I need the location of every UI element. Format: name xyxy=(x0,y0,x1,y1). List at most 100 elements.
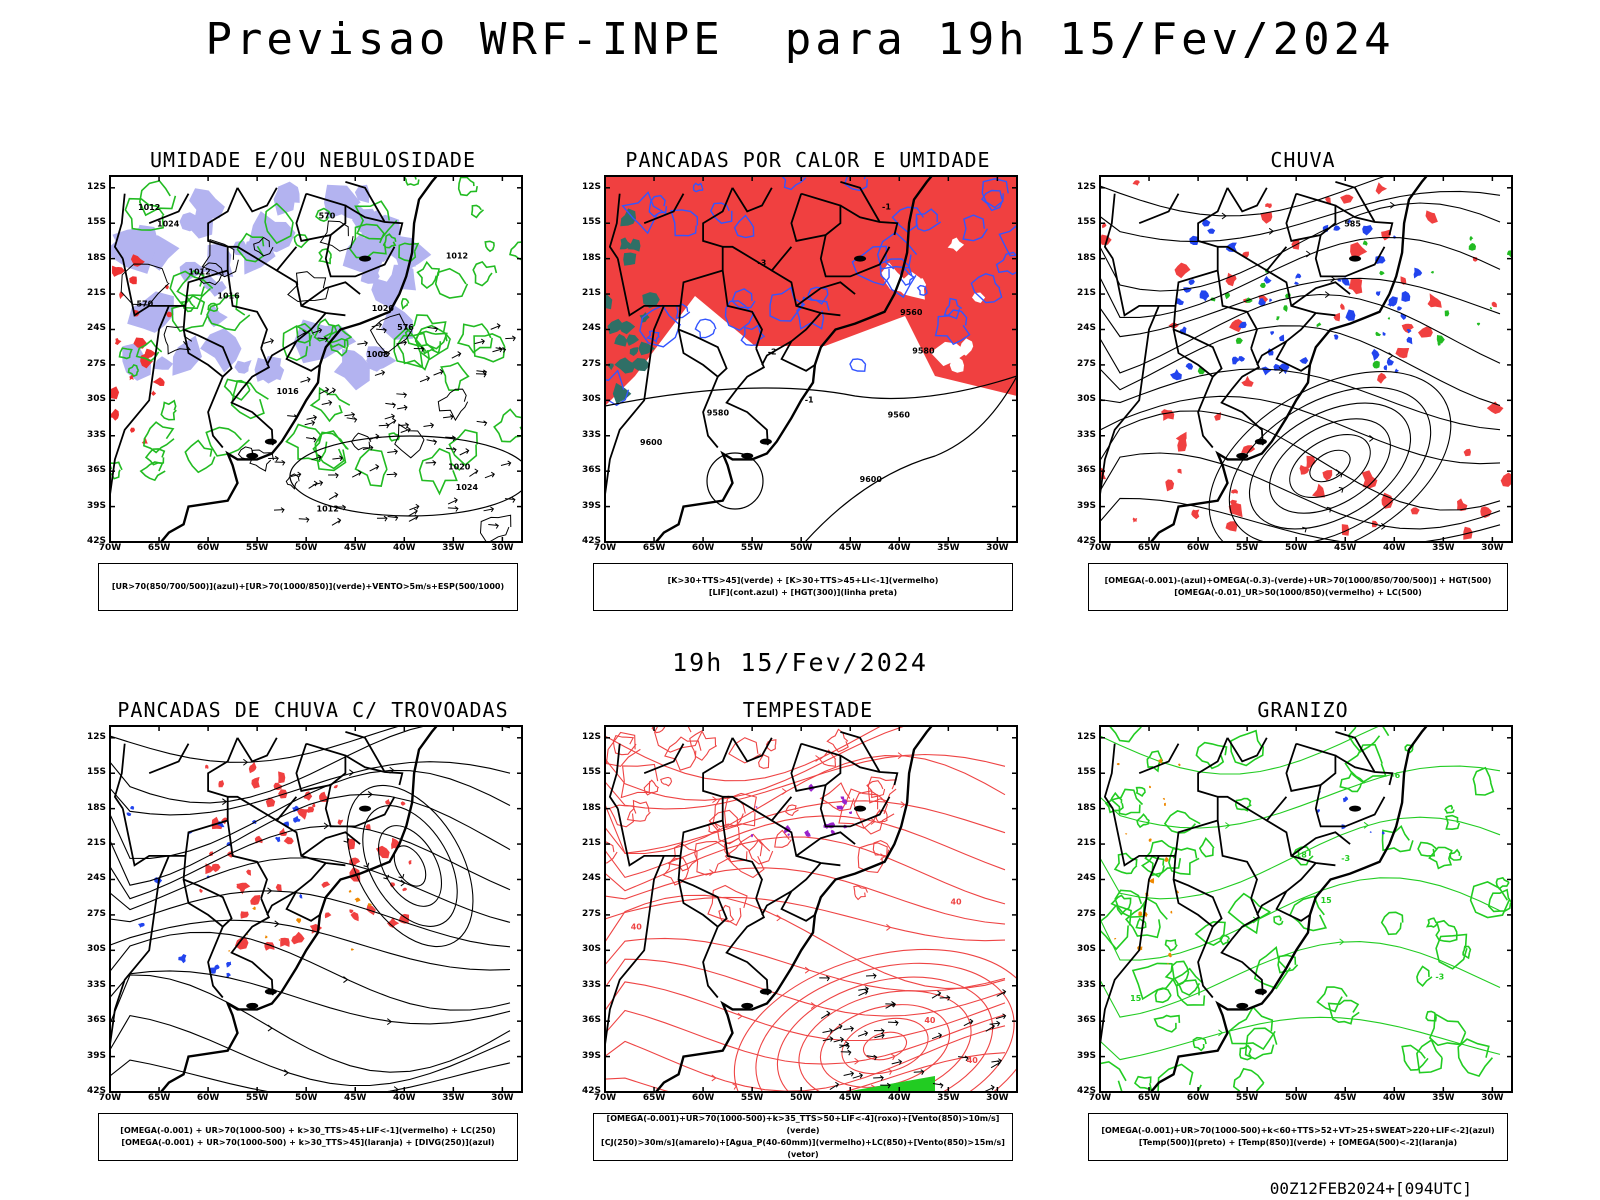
panel-legend: [OMEGA(-0.001)+UR>70(1000-500)+k>35_TTS>… xyxy=(593,1113,1013,1161)
temp850-contour xyxy=(1135,786,1146,797)
clear-area xyxy=(947,237,965,252)
height-streamline xyxy=(1100,236,1501,318)
lat-label: 15S xyxy=(1076,767,1096,778)
lat-label: 33S xyxy=(581,429,601,440)
red-contour-area xyxy=(140,353,153,369)
lon-label: 50W xyxy=(789,543,813,553)
water-contour xyxy=(707,884,748,926)
omega500-area xyxy=(1116,763,1120,766)
wind-vector-head xyxy=(403,339,407,346)
contour-label: 9560 xyxy=(900,308,923,317)
hail-area xyxy=(1317,809,1320,813)
strong-omega-area xyxy=(1436,335,1445,344)
lifted-index-contour xyxy=(694,318,717,339)
border-line xyxy=(605,305,665,495)
wind-vector xyxy=(425,461,436,464)
lon-label: 45W xyxy=(839,543,862,553)
lon-label: 55W xyxy=(1235,543,1259,553)
border-line xyxy=(300,281,361,307)
lat-label: 30S xyxy=(1076,394,1096,405)
lat-label: 18S xyxy=(86,802,106,813)
omega500-area xyxy=(1158,758,1163,764)
omega-area xyxy=(1170,369,1182,381)
lat-label: 42S xyxy=(581,1086,601,1096)
stream-arrow xyxy=(283,1069,290,1077)
wind-vector-head xyxy=(363,340,368,347)
contour-label: 1020 xyxy=(448,462,471,471)
water-contour xyxy=(866,780,886,799)
border-line xyxy=(1275,340,1311,372)
lat-label: 33S xyxy=(1076,429,1096,440)
lon-label: 35W xyxy=(1432,1093,1455,1103)
temp850-contour xyxy=(1401,1044,1429,1071)
wind-vector-head xyxy=(413,508,418,515)
omega500-area xyxy=(1143,912,1148,918)
wind-vector xyxy=(400,428,411,433)
wind-vector-head xyxy=(406,426,411,433)
green-contour xyxy=(176,269,205,297)
lifted-index-contour xyxy=(891,206,924,233)
thunderstorm-area xyxy=(402,887,407,892)
thunderstorm-area xyxy=(376,845,390,859)
thunderstorm-area xyxy=(254,835,263,844)
border-line xyxy=(227,795,278,822)
rain-area xyxy=(1132,517,1138,523)
rain-area xyxy=(1265,203,1272,209)
contour-label: 9600 xyxy=(860,475,883,484)
divergence-area xyxy=(226,972,231,978)
rain-area xyxy=(1241,375,1254,387)
stream-arrow xyxy=(870,818,876,825)
wind-vector xyxy=(483,508,494,512)
wind-vector xyxy=(311,456,322,461)
wind-vector-head xyxy=(378,322,383,328)
thunderstorm-area xyxy=(400,801,406,806)
wind-vector xyxy=(820,1012,830,1019)
border-line xyxy=(1285,742,1337,792)
thunderstorm-area xyxy=(236,882,251,895)
water-contour xyxy=(620,763,659,799)
temp850-contour xyxy=(1227,892,1271,935)
wind-vector-head xyxy=(991,1023,995,1030)
temp850-contour xyxy=(1140,855,1165,878)
lon-label: 50W xyxy=(1284,1093,1308,1103)
omega-area xyxy=(1375,291,1381,297)
contour-label: 1012 xyxy=(138,203,160,212)
wind-vector-head xyxy=(375,464,380,470)
lon-label: 70W xyxy=(593,543,617,553)
border-line xyxy=(677,819,728,928)
legend-line: [OMEGA(-0.001)-(azul)+OMEGA(-0.3)-(verde… xyxy=(1104,576,1492,585)
wind-vector xyxy=(832,1025,843,1032)
omega500-area xyxy=(1149,785,1151,789)
wind-vector-head xyxy=(511,335,516,342)
thunderstorm-area xyxy=(283,836,294,845)
border-line xyxy=(1197,926,1214,999)
rain-area xyxy=(1177,468,1182,474)
water-contour xyxy=(707,821,720,834)
orange-area xyxy=(252,906,256,910)
green-contour xyxy=(315,207,333,222)
lon-label: 65W xyxy=(147,543,171,553)
wind-vector-head xyxy=(829,1036,834,1042)
map-frame xyxy=(604,725,1018,1093)
coastline xyxy=(159,726,439,1092)
wind-vector-head xyxy=(826,1010,831,1017)
thunderstorm-area xyxy=(278,771,286,784)
streamline xyxy=(110,769,511,859)
wind-vector-head xyxy=(849,1025,854,1032)
wind-vector xyxy=(495,347,506,350)
wind-vector xyxy=(317,337,328,340)
wind-vector xyxy=(857,1032,868,1037)
stream-arrow xyxy=(1278,367,1284,374)
wind-vector xyxy=(995,1015,1006,1020)
rain-area xyxy=(1375,182,1388,195)
wind-vector-head xyxy=(393,448,398,455)
border-line xyxy=(608,743,621,810)
omega500-area xyxy=(1164,802,1166,806)
map-axes xyxy=(1099,725,1513,1093)
thunderstorm-area xyxy=(291,931,305,945)
lat-label: 21S xyxy=(86,288,106,299)
lifted-index-contour xyxy=(769,286,806,322)
omega-area xyxy=(1341,277,1350,286)
green-contour xyxy=(348,223,387,259)
